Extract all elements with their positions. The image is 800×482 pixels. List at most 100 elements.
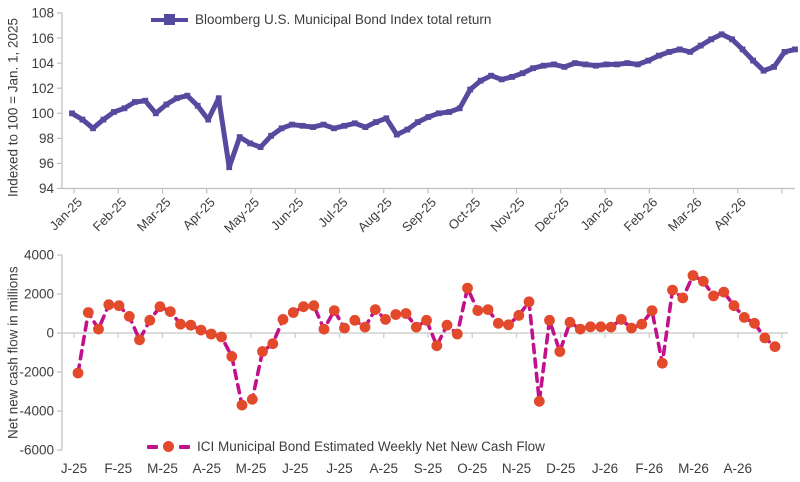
cashflow-point-marker <box>185 319 197 331</box>
index-point-marker <box>404 126 411 133</box>
cashflow-point-marker <box>257 346 268 357</box>
cashflow-point-marker <box>134 334 145 346</box>
index-point-marker <box>781 49 788 55</box>
top-y-tick-label: 96 <box>39 156 54 171</box>
index-point-marker <box>69 110 75 117</box>
cashflow-point-marker <box>298 301 309 313</box>
cashflow-point-marker <box>451 328 463 340</box>
index-point-marker <box>739 46 746 53</box>
bottom-y-tick-label: 2000 <box>24 287 54 302</box>
cashflow-point-marker <box>349 314 361 326</box>
cashflow-point-marker <box>287 307 299 318</box>
cashflow-point-marker <box>82 307 94 318</box>
cashflow-point-marker <box>113 300 125 312</box>
index-point-marker <box>278 125 285 132</box>
cashflow-point-marker <box>615 314 627 325</box>
cashflow-point-marker <box>431 340 443 352</box>
cashflow-point-marker <box>226 351 238 362</box>
top-x-tick-label: Feb-25 <box>90 195 130 235</box>
index-point-marker <box>551 61 557 68</box>
cashflow-point-marker <box>410 321 422 333</box>
index-point-marker <box>509 74 515 80</box>
cashflow-point-marker <box>318 323 330 335</box>
bottom-x-tick-label: D-25 <box>546 461 575 476</box>
cashflow-point-marker <box>164 306 176 317</box>
bottom-y-tick-label: -4000 <box>19 404 54 419</box>
index-point-marker <box>100 116 107 123</box>
cashflow-point-marker <box>738 312 750 323</box>
cashflow-point-marker <box>513 310 525 321</box>
dash-icon <box>179 444 190 449</box>
index-point-marker <box>341 122 348 129</box>
index-point-marker <box>435 110 442 117</box>
cashflow-point-marker <box>154 301 166 313</box>
index-point-marker <box>352 120 358 127</box>
cashflow-point-marker <box>308 300 320 312</box>
cashflow-point-marker <box>205 328 217 340</box>
cashflow-point-marker <box>656 357 668 369</box>
bottom-legend: ICI Municipal Bond Estimated Weekly Net … <box>147 439 545 454</box>
top-x-tick-label: May-25 <box>221 195 262 236</box>
index-point-marker <box>446 109 453 115</box>
top-y-tick-label: 94 <box>39 181 55 196</box>
square-marker-icon <box>164 14 175 25</box>
top-x-tick-label: Jul-25 <box>315 195 351 231</box>
index-point-marker <box>666 49 673 55</box>
top-y-tick-label: 102 <box>31 81 54 96</box>
index-point-marker <box>645 57 652 64</box>
bottom-x-tick-label: J-25 <box>61 461 87 476</box>
index-point-marker <box>687 49 694 55</box>
index-point-marker <box>488 72 494 79</box>
bottom-x-tick-label: J-25 <box>282 461 308 476</box>
bottom-legend-label: ICI Municipal Bond Estimated Weekly Net … <box>197 439 545 454</box>
index-point-marker <box>729 36 735 43</box>
index-point-marker <box>132 99 138 105</box>
cashflow-point-marker <box>626 322 637 334</box>
top-x-tick-label: Feb-26 <box>621 195 661 235</box>
index-point-marker <box>530 65 536 72</box>
index-point-marker <box>289 121 295 128</box>
cashflow-point-marker <box>749 317 760 329</box>
index-point-marker <box>205 116 212 123</box>
top-y-tick-label: 108 <box>31 6 54 21</box>
index-point-marker <box>572 60 578 66</box>
cashflow-point-marker <box>441 319 453 331</box>
index-point-marker <box>624 60 631 66</box>
index-point-marker <box>310 124 316 130</box>
top-legend-label: Bloomberg U.S. Municipal Bond Index tota… <box>195 12 492 27</box>
index-point-marker <box>90 125 96 132</box>
index-point-marker <box>173 95 180 102</box>
dot-marker-icon <box>163 441 174 452</box>
cashflow-point-marker <box>677 292 689 304</box>
cashflow-point-marker <box>421 314 432 326</box>
top-x-tick-label: Jan-26 <box>577 195 616 234</box>
cashflow-point-marker <box>369 304 381 315</box>
bottom-x-tick-label: O-25 <box>457 461 487 476</box>
index-point-marker <box>456 105 463 112</box>
cashflow-point-marker <box>687 270 699 281</box>
index-point-marker <box>331 125 337 132</box>
top-x-tick-label: Sep-25 <box>399 195 439 235</box>
top-x-tick-label: Dec-25 <box>532 195 572 235</box>
cashflow-line-marker-icon <box>147 441 190 452</box>
cashflow-point-marker <box>708 290 719 302</box>
top-y-tick-label: 106 <box>31 31 54 46</box>
index-point-marker <box>561 64 568 70</box>
bottom-y-tick-label: 4000 <box>24 248 54 263</box>
cashflow-point-marker <box>492 317 504 329</box>
cashflow-point-marker <box>759 332 771 344</box>
index-point-marker <box>655 52 662 59</box>
top-x-tick-label: Jun-25 <box>268 195 307 234</box>
index-point-marker <box>226 164 233 171</box>
index-point-marker <box>215 95 222 102</box>
cashflow-point-marker <box>636 318 648 330</box>
top-x-tick-label: Mar-26 <box>665 195 705 235</box>
cashflow-point-marker <box>523 296 535 308</box>
top-x-tick-label: Mar-25 <box>134 195 174 235</box>
index-point-marker <box>236 134 243 140</box>
cashflow-point-marker <box>400 308 412 319</box>
bottom-x-tick-label: F-26 <box>635 461 663 476</box>
cashflow-point-marker <box>482 304 494 315</box>
